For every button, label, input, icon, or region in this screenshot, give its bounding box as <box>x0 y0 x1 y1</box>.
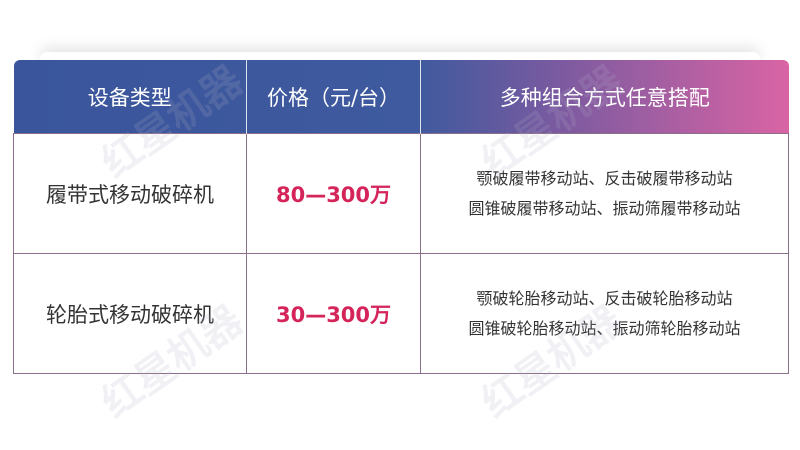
combo-cell: 颚破履带移动站、反击破履带移动站 圆锥破履带移动站、振动筛履带移动站 <box>420 133 789 254</box>
price-cell: 80—300万 <box>246 133 421 254</box>
header-combo: 多种组合方式任意搭配 <box>499 85 710 110</box>
type-cell: 轮胎式移动破碎机 <box>13 253 247 374</box>
table-row: 轮胎式移动破碎机 30—300万 颚破轮胎移动站、反击破轮胎移动站 圆锥破轮胎移动… <box>13 253 789 374</box>
combo-cell: 颚破轮胎移动站、反击破轮胎移动站 圆锥破轮胎移动站、振动筛轮胎移动站 <box>420 253 789 374</box>
combo-line: 颚破轮胎移动站、反击破轮胎移动站 <box>476 288 733 308</box>
price-cell: 30—300万 <box>246 253 421 374</box>
table-row: 履带式移动破碎机 80—300万 颚破履带移动站、反击破履带移动站 圆锥破履带移动… <box>13 133 789 254</box>
header-price: 价格（元/台） <box>246 60 421 134</box>
header-row: 设备类型 价格（元/台） 多种组合方式任意搭配 <box>13 60 789 134</box>
combo-line: 圆锥破履带移动站、振动筛履带移动站 <box>468 198 741 218</box>
combo-line: 颚破履带移动站、反击破履带移动站 <box>476 168 733 188</box>
combo-line: 圆锥破轮胎移动站、振动筛轮胎移动站 <box>468 318 741 338</box>
header-type: 设备类型 <box>13 60 247 134</box>
price-table: 设备类型 价格（元/台） 多种组合方式任意搭配 履带式移动破碎机 80—300万… <box>13 60 789 374</box>
type-cell: 履带式移动破碎机 <box>13 133 247 254</box>
